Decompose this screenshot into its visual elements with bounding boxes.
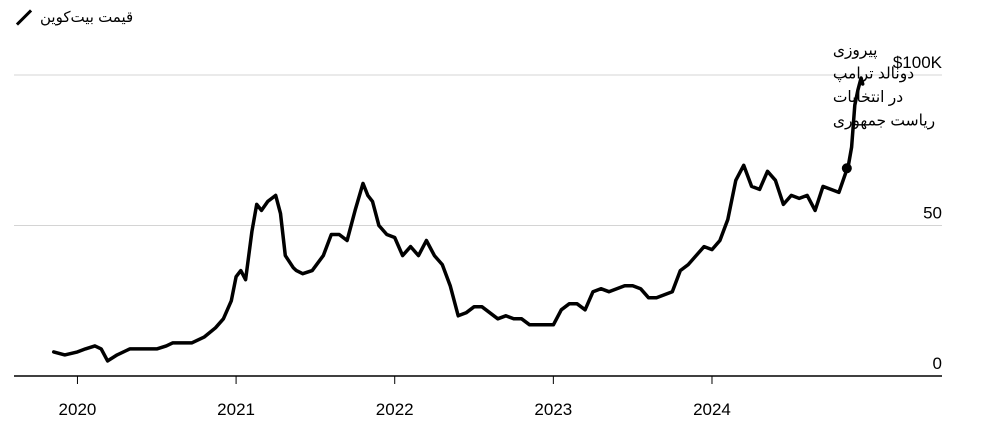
price-series-line <box>51 76 865 363</box>
annotation-line: ریاست جمهوری <box>833 113 935 131</box>
x-tick-label: 2024 <box>693 400 731 419</box>
y-tick-label: $100K <box>893 53 943 72</box>
gridlines <box>14 74 942 226</box>
chart-legend: قیمت بیت‌کوین <box>14 8 133 26</box>
x-tick-label: 2023 <box>534 400 572 419</box>
annotation-line: پیروزی <box>833 42 878 60</box>
x-tick-label: 2022 <box>376 400 414 419</box>
x-tick-label: 2020 <box>59 400 97 419</box>
legend-label: قیمت بیت‌کوین <box>40 9 134 26</box>
annotation-line: در انتخابات <box>833 89 903 106</box>
election-annotation: پیروزی دونالد ترامپ در انتخابات ریاست جمهور… <box>833 42 935 131</box>
x-axis-ticks: 2020 2021 2022 2023 2024 <box>59 376 731 419</box>
y-tick-label: 50 <box>923 204 942 223</box>
y-axis-tick-labels: 0 50 $100K <box>893 53 943 373</box>
election-marker-point <box>841 163 852 174</box>
y-tick-label: 0 <box>933 354 942 373</box>
annotation-line: دونالد ترامپ <box>833 66 914 84</box>
x-tick-label: 2021 <box>217 400 255 419</box>
